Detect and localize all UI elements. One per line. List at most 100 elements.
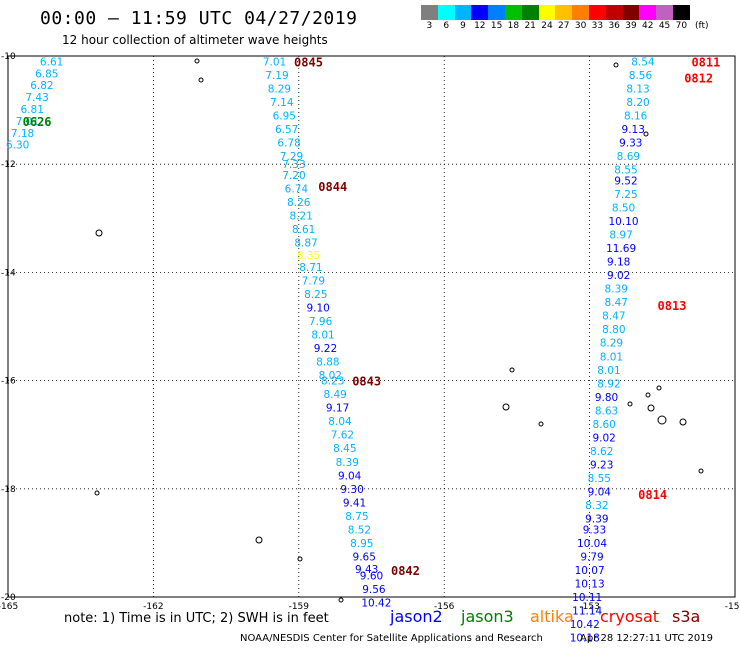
footer-credit: NOAA/NESDIS Center for Satellite Applica… (240, 633, 543, 644)
wave-height-value: 8.26 (287, 197, 311, 209)
latitude-label: -18 (1, 485, 16, 495)
legend-swatch (521, 5, 539, 20)
wave-height-value: 6.57 (275, 124, 298, 136)
wave-height-value: 9.13 (622, 124, 645, 136)
track-0813: 8.478.478.808.298.018.018.929.808.638.60… (585, 297, 686, 525)
wave-height-value: 8.32 (585, 500, 608, 512)
wave-height-value: 9.41 (343, 497, 366, 509)
wave-height-value: 6.78 (277, 138, 300, 150)
wave-height-value: 8.01 (597, 365, 620, 377)
wave-height-value: 9.30 (340, 484, 363, 496)
island-outline (698, 468, 704, 474)
legend-swatch (656, 5, 673, 20)
longitude-label: -165 (0, 602, 18, 612)
wave-height-value: 8.23 (321, 376, 344, 388)
island-outline (643, 131, 649, 137)
track-0843: 8.238.49 9.178.04 7.628.45 8.399.04 9.309.41… (321, 375, 381, 576)
wave-height-value: 8.97 (609, 230, 632, 242)
wave-height-value: 6.85 (35, 68, 58, 80)
track-0812: 8.13 8.20 8.169.13 9.338.69 8.559.52 7.258.50… (605, 72, 714, 296)
wave-height-value: 8.56 (629, 70, 653, 82)
wave-height-value: 9.18 (607, 257, 630, 269)
wave-height-value: 10.42 (361, 597, 391, 609)
island-outline (509, 367, 515, 373)
wave-height-value: 10.04 (577, 538, 607, 550)
wave-height-value: 8.29 (600, 338, 623, 350)
track-time-label: 0842 (391, 564, 420, 578)
wave-height-value: 7.62 (331, 430, 354, 442)
island-outline (297, 556, 303, 562)
legend-tick-label: 24 (541, 21, 553, 31)
latitude-label: -12 (1, 160, 16, 170)
wave-height-value: 7.33 (282, 159, 305, 171)
color-legend: 3 6 9 12 15 18 21 24 27 30 33 36 39 42 45 70 (ft) (421, 5, 714, 31)
wave-height-value: 8.63 (595, 405, 618, 417)
legend-tick-label: 3 (426, 21, 433, 31)
satellite-name-jason3: jason3 (461, 607, 514, 626)
latitude-label: -10 (1, 52, 16, 62)
wave-height-value: 9.10 (306, 303, 329, 315)
latitude-label: -14 (1, 268, 16, 278)
legend-swatches (421, 5, 714, 20)
wave-height-value: 9.79 (580, 551, 603, 563)
longitude-label: -156 (434, 602, 455, 612)
island-outline (538, 421, 544, 427)
wave-height-value: 10.18 (570, 633, 600, 645)
wave-height-value: 8.75 (345, 511, 368, 523)
wave-height-value: 9.22 (314, 343, 337, 355)
wave-height-value: 8.25 (304, 289, 327, 301)
satellite-name-jason2: jason2 (390, 607, 443, 626)
legend-tick-label: 15 (490, 21, 503, 31)
longitude-label: -159 (289, 602, 310, 612)
footer-note: note: 1) Time is in UTC; 2) SWH is in fe… (64, 611, 329, 626)
wave-height-value: 7.14 (270, 97, 294, 109)
wave-height-tracks: 6.616.856.827.436.817.017.186.3006267.01… (6, 55, 720, 644)
wave-height-value: 7.18 (11, 128, 34, 140)
island-outline (656, 385, 662, 391)
wave-height-value: 8.52 (348, 524, 371, 536)
wave-height-value: 7.79 (302, 276, 325, 288)
wave-height-value: 10.11 (572, 592, 602, 604)
map-border (7, 55, 736, 598)
wave-height-value: 8.16 (624, 111, 648, 123)
track-0811: 8.54 8.56 0811 (629, 55, 721, 82)
wave-height-value: 9.02 (607, 270, 630, 282)
wave-height-value: 9.23 (590, 459, 613, 471)
wave-height-value: 8.02 (319, 370, 342, 382)
island-outline (657, 415, 667, 425)
wave-height-value: 9.17 (326, 403, 349, 415)
wave-height-value: 8.45 (333, 443, 356, 455)
longitude-label: -162 (143, 602, 163, 612)
wave-height-value: 9.65 (353, 551, 376, 563)
track-time-label: 0811 (691, 55, 720, 69)
wave-height-value: 6.95 (273, 111, 296, 123)
wave-height-value: 8.62 (590, 446, 613, 458)
legend-ticks: 3 6 9 12 15 18 21 24 27 30 33 36 39 42 45 70 (ft) (421, 21, 714, 31)
legend-tick-label: 6 (443, 21, 450, 31)
legend-tick-label: 45 (658, 21, 671, 31)
page-subtitle: 12 hour collection of altimeter wave hei… (62, 33, 328, 47)
legend-swatch (454, 5, 472, 20)
wave-height-value: 7.96 (309, 316, 333, 328)
island-outline (338, 597, 344, 603)
wave-height-value: 8.47 (602, 311, 625, 323)
legend-swatch (538, 5, 556, 20)
wave-height-value: 8.39 (336, 457, 359, 469)
wave-height-value: 8.50 (612, 202, 635, 214)
satellite-name-altika: altika (530, 607, 574, 626)
track-time-label: 0813 (658, 299, 687, 313)
wave-height-value: 7.29 (280, 151, 303, 163)
island-outlines (94, 58, 704, 603)
wave-height-value: 9.60 (360, 570, 383, 582)
track-time-label: 0844 (318, 180, 347, 194)
legend-swatch (488, 5, 505, 20)
legend-swatch (421, 5, 438, 20)
wave-height-value: 10.10 (608, 216, 638, 228)
wave-height-value: 9.56 (362, 584, 386, 596)
legend-tick-label: 39 (625, 21, 637, 31)
legend-tick-label: 21 (524, 21, 536, 31)
legend-swatch (572, 5, 589, 20)
wave-height-value: 9.04 (588, 487, 612, 499)
track-time-label: 0626 (23, 115, 52, 129)
